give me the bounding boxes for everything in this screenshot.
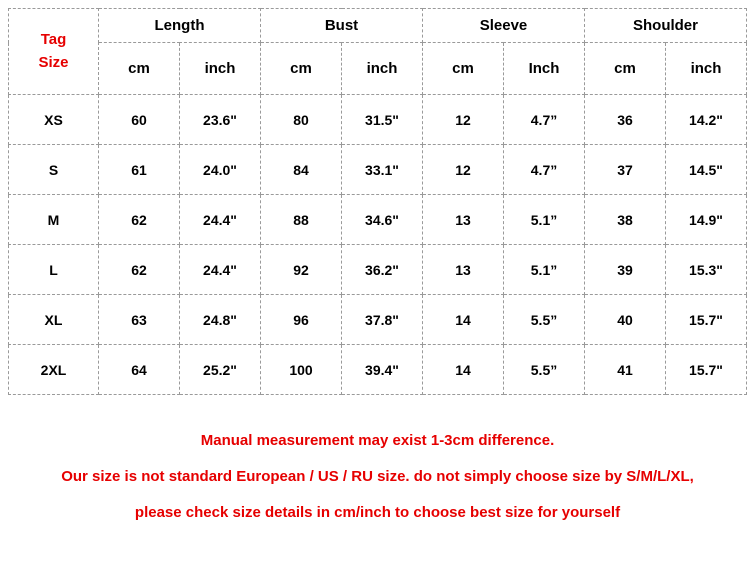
group-header-bust: Bust xyxy=(261,9,423,43)
value-cell: 4.7” xyxy=(504,145,585,195)
subheader-inch: inch xyxy=(666,43,747,95)
value-cell: 24.4" xyxy=(180,195,261,245)
subheader-cm: cm xyxy=(585,43,666,95)
value-cell: 15.7" xyxy=(666,295,747,345)
note-line: please check size details in cm/inch to … xyxy=(22,495,733,531)
value-cell: 14.9" xyxy=(666,195,747,245)
value-cell: 36.2" xyxy=(342,245,423,295)
value-cell: 14.5" xyxy=(666,145,747,195)
value-cell: 33.1" xyxy=(342,145,423,195)
value-cell: 24.4" xyxy=(180,245,261,295)
value-cell: 64 xyxy=(99,345,180,395)
table-header: Tag Size Length Bust Sleeve Shoulder cm … xyxy=(9,9,747,95)
value-cell: 80 xyxy=(261,95,342,145)
subheader-inch: inch xyxy=(342,43,423,95)
value-cell: 100 xyxy=(261,345,342,395)
value-cell: 62 xyxy=(99,245,180,295)
size-cell: XL xyxy=(9,295,99,345)
value-cell: 92 xyxy=(261,245,342,295)
subheader-inch: Inch xyxy=(504,43,585,95)
value-cell: 39.4" xyxy=(342,345,423,395)
value-cell: 40 xyxy=(585,295,666,345)
table-row: XL6324.8"9637.8"145.5”4015.7" xyxy=(9,295,747,345)
subheader-cm: cm xyxy=(261,43,342,95)
value-cell: 14 xyxy=(423,295,504,345)
corner-header: Tag Size xyxy=(9,9,99,95)
value-cell: 36 xyxy=(585,95,666,145)
corner-line1: Tag xyxy=(9,29,98,52)
value-cell: 37.8" xyxy=(342,295,423,345)
value-cell: 37 xyxy=(585,145,666,195)
value-cell: 24.0" xyxy=(180,145,261,195)
value-cell: 15.3" xyxy=(666,245,747,295)
value-cell: 61 xyxy=(99,145,180,195)
table-row: 2XL6425.2"10039.4"145.5”4115.7" xyxy=(9,345,747,395)
value-cell: 34.6" xyxy=(342,195,423,245)
notes-block: Manual measurement may exist 1-3cm diffe… xyxy=(8,423,747,531)
table-body: XS6023.6"8031.5"124.7”3614.2"S6124.0"843… xyxy=(9,95,747,395)
value-cell: 96 xyxy=(261,295,342,345)
corner-line2: Size xyxy=(9,52,98,75)
value-cell: 5.1” xyxy=(504,245,585,295)
group-header-shoulder: Shoulder xyxy=(585,9,747,43)
value-cell: 60 xyxy=(99,95,180,145)
value-cell: 12 xyxy=(423,95,504,145)
table-row: S6124.0"8433.1"124.7”3714.5" xyxy=(9,145,747,195)
note-line: Our size is not standard European / US /… xyxy=(22,459,733,495)
value-cell: 41 xyxy=(585,345,666,395)
value-cell: 24.8" xyxy=(180,295,261,345)
value-cell: 38 xyxy=(585,195,666,245)
size-cell: S xyxy=(9,145,99,195)
value-cell: 63 xyxy=(99,295,180,345)
value-cell: 23.6" xyxy=(180,95,261,145)
note-line: Manual measurement may exist 1-3cm diffe… xyxy=(22,423,733,459)
size-cell: L xyxy=(9,245,99,295)
value-cell: 13 xyxy=(423,245,504,295)
table-row: M6224.4"8834.6"135.1”3814.9" xyxy=(9,195,747,245)
table-row: XS6023.6"8031.5"124.7”3614.2" xyxy=(9,95,747,145)
group-header-sleeve: Sleeve xyxy=(423,9,585,43)
value-cell: 13 xyxy=(423,195,504,245)
value-cell: 31.5" xyxy=(342,95,423,145)
size-chart-table: Tag Size Length Bust Sleeve Shoulder cm … xyxy=(8,8,747,395)
value-cell: 25.2" xyxy=(180,345,261,395)
value-cell: 5.5” xyxy=(504,295,585,345)
value-cell: 5.5” xyxy=(504,345,585,395)
subheader-inch: inch xyxy=(180,43,261,95)
subheader-cm: cm xyxy=(99,43,180,95)
value-cell: 84 xyxy=(261,145,342,195)
size-cell: 2XL xyxy=(9,345,99,395)
value-cell: 39 xyxy=(585,245,666,295)
size-cell: XS xyxy=(9,95,99,145)
value-cell: 12 xyxy=(423,145,504,195)
value-cell: 15.7" xyxy=(666,345,747,395)
value-cell: 5.1” xyxy=(504,195,585,245)
value-cell: 14 xyxy=(423,345,504,395)
value-cell: 62 xyxy=(99,195,180,245)
group-header-length: Length xyxy=(99,9,261,43)
subheader-cm: cm xyxy=(423,43,504,95)
value-cell: 4.7” xyxy=(504,95,585,145)
size-cell: M xyxy=(9,195,99,245)
table-row: L6224.4"9236.2"135.1”3915.3" xyxy=(9,245,747,295)
value-cell: 14.2" xyxy=(666,95,747,145)
value-cell: 88 xyxy=(261,195,342,245)
